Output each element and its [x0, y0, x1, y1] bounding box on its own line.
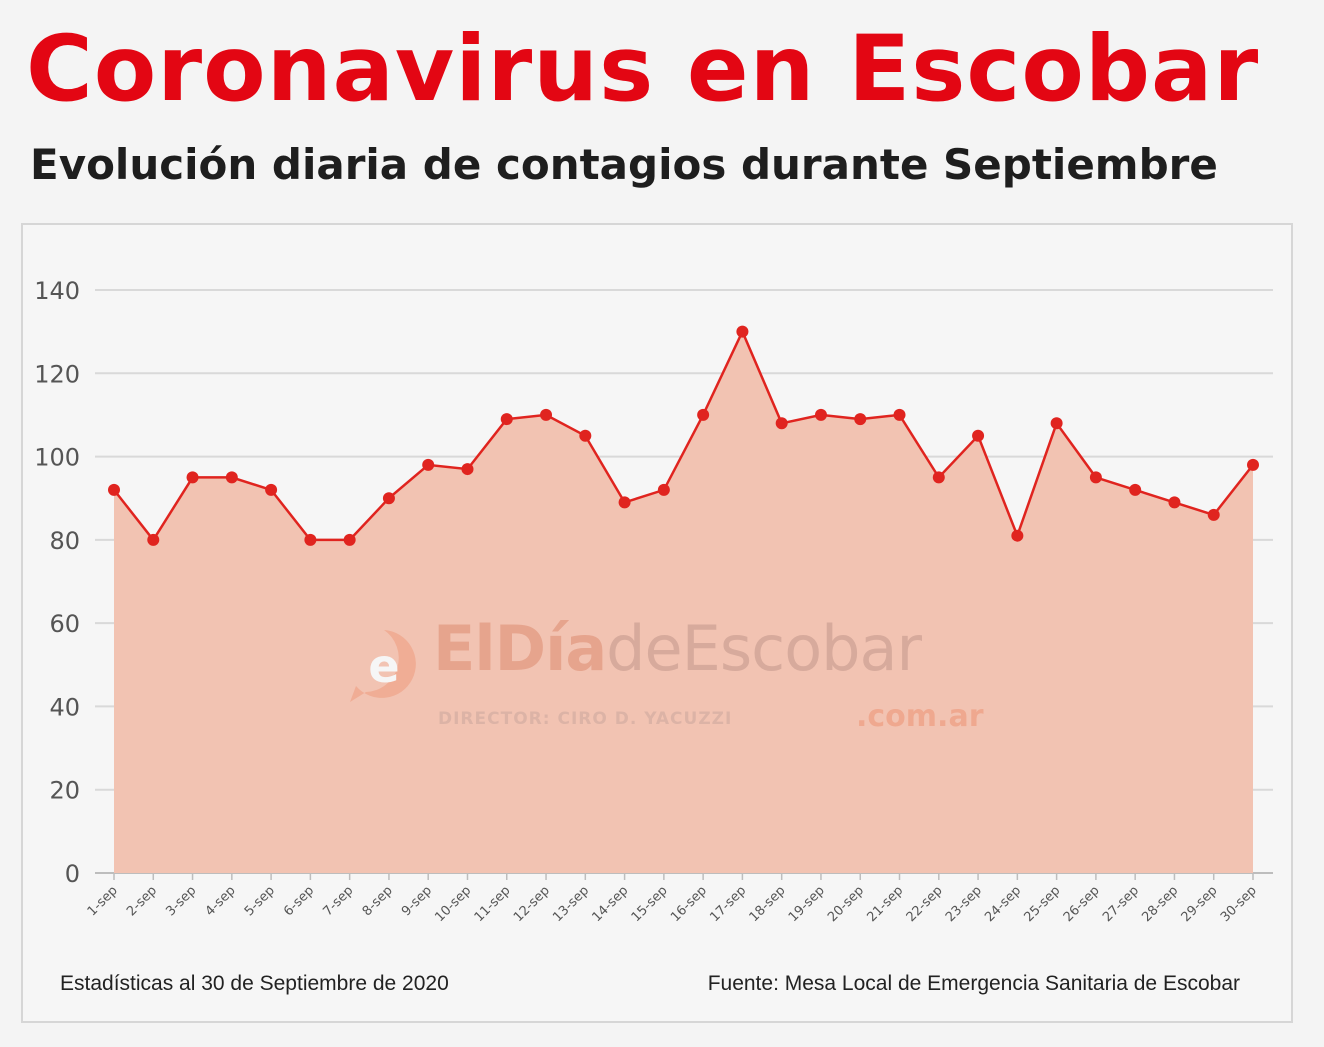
x-tick-label: 2-sep [124, 883, 160, 919]
data-point-4-sep [225, 471, 238, 484]
data-point-24-sep [1011, 529, 1024, 542]
x-tick-label: 24-sep [982, 883, 1024, 925]
x-tick-label: 14-sep [590, 883, 632, 925]
data-point-2-sep [147, 533, 160, 546]
watermark-brand: ElDíadeEscobar [433, 618, 922, 680]
x-tick-label: 17-sep [707, 883, 749, 925]
data-point-26-sep [1089, 471, 1102, 484]
x-tick-label: 21-sep [864, 883, 906, 925]
x-tick-label: 16-sep [668, 883, 710, 925]
x-tick-label: 12-sep [511, 883, 553, 925]
y-tick-label: 0 [65, 860, 80, 888]
x-tick-label: 15-sep [629, 883, 671, 925]
series-line [113, 328, 1254, 543]
data-point-25-sep [1050, 417, 1063, 430]
data-point-5-sep [265, 483, 278, 496]
x-tick-label: 5-sep [242, 883, 278, 919]
data-points [108, 325, 1259, 546]
data-point-3-sep [186, 471, 199, 484]
data-point-17-sep [736, 325, 749, 338]
data-point-13-sep [579, 429, 592, 442]
x-tick-label: 18-sep [747, 883, 789, 925]
watermark-domain: .com.ar [856, 699, 984, 734]
y-tick-label: 80 [49, 527, 80, 555]
x-tick-label: 11-sep [472, 883, 514, 925]
x-tick-label: 27-sep [1100, 883, 1142, 925]
x-tick-label: 19-sep [786, 883, 828, 925]
data-point-10-sep [461, 463, 474, 476]
data-point-6-sep [304, 533, 317, 546]
y-axis-tick-labels: 0 20 40 60 80 100 120 140 [34, 277, 80, 888]
x-tick-label: 20-sep [825, 883, 867, 925]
data-point-18-sep [775, 417, 788, 430]
data-point-15-sep [657, 483, 670, 496]
chart-subtitle: Evolución diaria de contagios durante Se… [30, 140, 1218, 189]
watermark-brand-part2: deEscobar [606, 612, 922, 685]
data-point-30-sep [1247, 458, 1259, 471]
x-tick-label: 6-sep [281, 883, 317, 919]
chart-title: Coronavirus en Escobar [26, 17, 1260, 122]
x-tick-label: 10-sep [432, 883, 474, 925]
data-point-7-sep [343, 533, 356, 546]
x-tick-label: 1-sep [85, 883, 121, 919]
x-tick-label: 3-sep [163, 883, 199, 919]
x-axis-tick-marks [113, 873, 1254, 880]
data-point-8-sep [382, 492, 395, 505]
footnote-date: Estadísticas al 30 de Septiembre de 2020 [60, 972, 449, 995]
x-tick-label: 28-sep [1139, 883, 1181, 925]
watermark-brand-part1: ElDía [433, 612, 607, 685]
data-point-28-sep [1168, 496, 1181, 509]
x-tick-label: 22-sep [904, 883, 946, 925]
footnote-source: Fuente: Mesa Local de Emergencia Sanitar… [707, 972, 1240, 995]
x-tick-label: 13-sep [550, 883, 592, 925]
data-point-9-sep [422, 458, 435, 471]
data-point-23-sep [972, 429, 985, 442]
data-point-11-sep [500, 413, 513, 426]
logo-icon: e [350, 630, 416, 702]
area-fill [114, 331, 1253, 874]
svg-text:e: e [368, 639, 399, 693]
data-point-20-sep [854, 413, 867, 426]
y-tick-label: 100 [34, 444, 80, 472]
data-point-12-sep [540, 408, 553, 421]
data-point-14-sep [618, 496, 631, 509]
y-tick-label: 60 [49, 610, 80, 638]
y-tick-label: 20 [49, 777, 80, 805]
x-axis-tick-labels: 1-sep 2-sep 3-sep 4-sep 5-sep 6-sep 7-sep 8-sep… [85, 883, 1260, 925]
data-point-19-sep [814, 408, 827, 421]
y-tick-label: 120 [34, 360, 80, 388]
data-point-27-sep [1129, 483, 1142, 496]
x-tick-label: 26-sep [1061, 883, 1103, 925]
data-point-1-sep [108, 483, 120, 496]
x-tick-label: 7-sep [320, 883, 356, 919]
data-point-21-sep [893, 408, 906, 421]
y-tick-label: 140 [34, 277, 80, 305]
data-point-22-sep [932, 471, 945, 484]
data-point-16-sep [697, 408, 710, 421]
watermark-director: DIRECTOR: CIRO D. YACUZZI [438, 709, 733, 729]
x-tick-label: 4-sep [203, 883, 239, 919]
x-tick-label: 23-sep [943, 883, 985, 925]
y-tick-label: 40 [49, 693, 80, 721]
x-tick-label: 29-sep [1179, 883, 1221, 925]
x-tick-label: 8-sep [360, 883, 396, 919]
x-tick-label: 30-sep [1218, 883, 1260, 925]
x-tick-label: 9-sep [399, 883, 435, 919]
x-tick-label: 25-sep [1022, 883, 1064, 925]
data-point-29-sep [1207, 508, 1220, 521]
